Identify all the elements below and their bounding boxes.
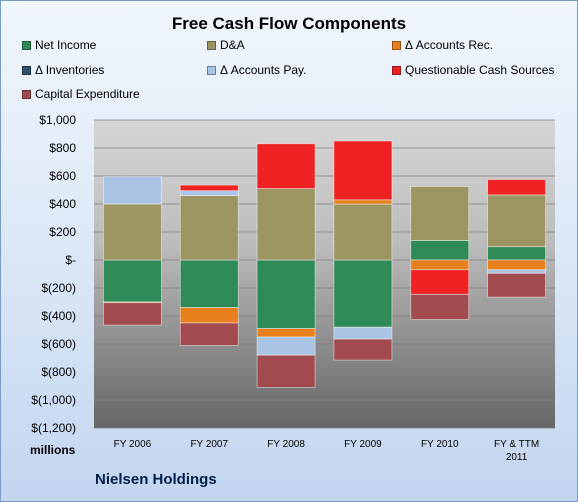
bar-segment-accounts-rec — [333, 199, 393, 205]
y-tick-label: $400 — [49, 197, 76, 211]
legend-item-questionable-cash: Questionable Cash Sources — [392, 63, 554, 77]
bar-segment-net-income — [333, 259, 393, 328]
x-tick-label: FY 2009 — [344, 439, 382, 450]
bar-segment-accounts-rec — [256, 328, 316, 338]
y-tick-label: $1,000 — [39, 113, 76, 127]
plot-background — [94, 120, 555, 428]
y-tick-label: $(600) — [41, 337, 76, 351]
bar-segment-questionable-cash-sources — [179, 184, 239, 192]
legend-label: Δ Inventories — [35, 63, 105, 77]
x-tick-label: FY 2010 — [421, 439, 459, 450]
bar-segment-capital-expenditure — [256, 354, 316, 388]
legend-item-capex: Capital Expenditure — [22, 87, 140, 101]
legend-item-accounts-pay: Δ Accounts Pay. — [207, 63, 307, 77]
legend-swatch — [392, 66, 401, 75]
bar-segment-net-income — [410, 239, 470, 261]
legend-label: Capital Expenditure — [35, 87, 140, 101]
bar-segment-d-a — [256, 188, 316, 261]
legend-item-accounts-rec: Δ Accounts Rec. — [392, 38, 493, 52]
legend-item-net-income: Net Income — [22, 38, 96, 52]
bar-segment-net-income — [256, 259, 316, 329]
bar-segment-accounts-rec — [179, 307, 239, 324]
bar-segment-accounts-rec — [487, 259, 546, 271]
y-tick-label: $800 — [49, 141, 76, 155]
bar-segment-d-a — [487, 194, 546, 248]
legend-swatch — [392, 41, 401, 50]
y-tick-label: $(800) — [41, 365, 76, 379]
bar-segment-questionable-cash-sources — [333, 140, 393, 201]
chart-title: Free Cash Flow Components — [171, 14, 407, 33]
legend-item-inventories: Δ Inventories — [22, 63, 104, 77]
bar-segment-accounts-rec — [410, 259, 470, 271]
legend-swatch — [207, 41, 216, 50]
bar-segment-accounts-pay — [179, 190, 239, 196]
legend-label: Δ Accounts Rec. — [405, 38, 494, 52]
bar-segment-accounts-pay — [487, 269, 546, 274]
bar-segment-capital-expenditure — [179, 322, 239, 346]
bar-segment-capital-expenditure — [487, 272, 546, 298]
bar-segment-accounts-pay — [103, 176, 162, 205]
y-tick-label: $(1,000) — [31, 393, 76, 407]
bar-segment-capital-expenditure — [410, 293, 470, 320]
bar-segment-net-income — [179, 259, 239, 308]
y-tick-label: $(200) — [41, 281, 76, 295]
legend-label: D&A — [220, 38, 245, 52]
x-tick-label: FY 2007 — [190, 439, 228, 450]
y-tick-label: $600 — [49, 169, 76, 183]
y-tick-label: $(1,200) — [31, 421, 76, 435]
bar-segment-capital-expenditure — [333, 338, 393, 361]
y-tick-label: $200 — [49, 225, 76, 239]
legend-label: Δ Accounts Pay. — [220, 63, 307, 77]
bar-segment-net-income — [487, 246, 546, 261]
y-axis-unit-label: millions — [30, 443, 76, 457]
x-tick-label: FY 2008 — [267, 439, 305, 450]
legend-swatch — [207, 66, 216, 75]
bar-segment-questionable-cash-sources — [410, 269, 470, 295]
legend-label: Questionable Cash Sources — [405, 63, 555, 77]
legend-swatch — [22, 41, 31, 50]
bar-segment-d-a — [410, 186, 470, 241]
x-tick-label: FY & TTM 2011 — [494, 439, 539, 463]
company-name: Nielsen Holdings — [95, 471, 217, 488]
legend-swatch — [22, 90, 31, 99]
legend-swatch — [22, 66, 31, 75]
bar-segment-questionable-cash-sources — [487, 179, 546, 196]
bar-segment-accounts-pay — [333, 326, 393, 340]
legend-label: Net Income — [35, 38, 97, 52]
y-tick-label: $- — [65, 253, 76, 267]
bar-segment-questionable-cash-sources — [256, 143, 316, 190]
bar-segment-net-income — [103, 259, 162, 303]
legend-item-d-and-a: D&A — [207, 38, 245, 52]
bar-segment-d-a — [333, 203, 393, 261]
bar-segment-capital-expenditure — [103, 302, 162, 326]
bar-segment-d-a — [103, 203, 162, 261]
x-tick-label: FY 2006 — [114, 439, 152, 450]
y-tick-label: $(400) — [41, 309, 76, 323]
bar-segment-accounts-pay — [256, 336, 316, 356]
bar-segment-d-a — [179, 195, 239, 261]
